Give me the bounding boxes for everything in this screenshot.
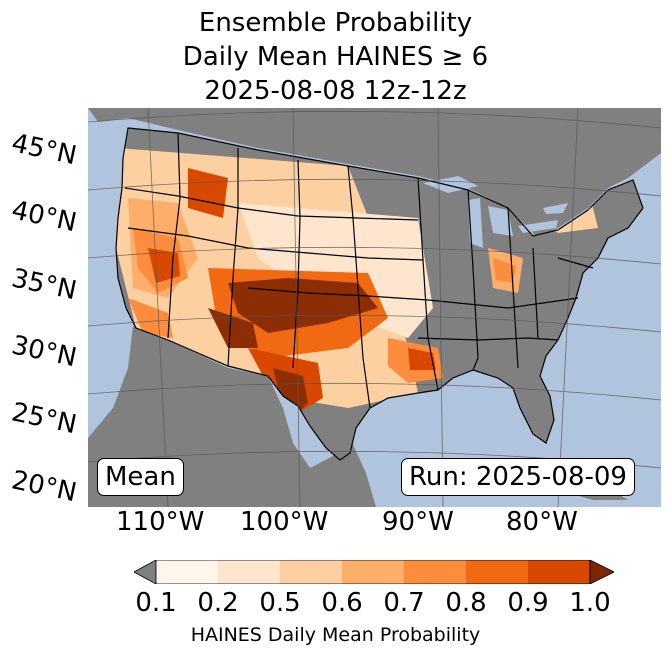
colorbar-outline (155, 560, 591, 584)
colorbar-tick-label: 0.8 (445, 588, 487, 618)
title-line-2: Daily Mean HAINES ≥ 6 (182, 42, 489, 72)
colorbar-tick-label: 0.1 (135, 588, 177, 618)
lat-label-40: 40°N (8, 195, 80, 239)
lat-label-30: 30°N (8, 330, 80, 374)
colorbar-tick-label: 0.5 (259, 588, 301, 618)
colorbar-tick-label: 1.0 (569, 588, 611, 618)
probability-fill (116, 133, 643, 418)
lat-label-20: 20°N (8, 465, 80, 509)
lat-label-35: 35°N (8, 263, 80, 307)
title-line-1: Ensemble Probability (198, 8, 473, 38)
colorbar-bin-4 (342, 560, 404, 584)
canada-land (88, 108, 661, 238)
lon-label-100w: 100°W (240, 507, 329, 537)
colorbar-bin-7 (528, 560, 590, 584)
colorbar-bin-6 (466, 560, 528, 584)
colorbar (134, 560, 614, 584)
mean-label-box: Mean (97, 458, 184, 496)
great-lakes (423, 176, 568, 248)
colorbar-bin-5 (404, 560, 466, 584)
run-date-box: Run: 2025-08-09 (401, 458, 635, 496)
map-panel (88, 108, 661, 507)
lat-label-45: 45°N (8, 128, 80, 172)
state-borders (115, 127, 644, 461)
lon-label-80w: 80°W (506, 507, 578, 537)
title-line-3: 2025-08-08 12z-12z (204, 76, 467, 106)
colorbar-bin-3 (280, 560, 342, 584)
colorbar-bin-1 (156, 560, 218, 584)
colorbar-tick-label: 0.2 (197, 588, 239, 618)
lon-label-90w: 90°W (382, 507, 454, 537)
lon-label-110w: 110°W (116, 507, 205, 537)
colorbar-over-arrow (589, 560, 614, 584)
colorbar-tick-label: 0.7 (383, 588, 425, 618)
colorbar-tick-label: 0.9 (507, 588, 549, 618)
colorbar-under-arrow (134, 560, 157, 584)
colorbar-label: HAINES Daily Mean Probability (190, 624, 481, 646)
lat-label-25: 25°N (8, 397, 80, 441)
colorbar-tick-label: 0.6 (321, 588, 363, 618)
graticule (88, 108, 661, 507)
colorbar-bin-2 (218, 560, 280, 584)
